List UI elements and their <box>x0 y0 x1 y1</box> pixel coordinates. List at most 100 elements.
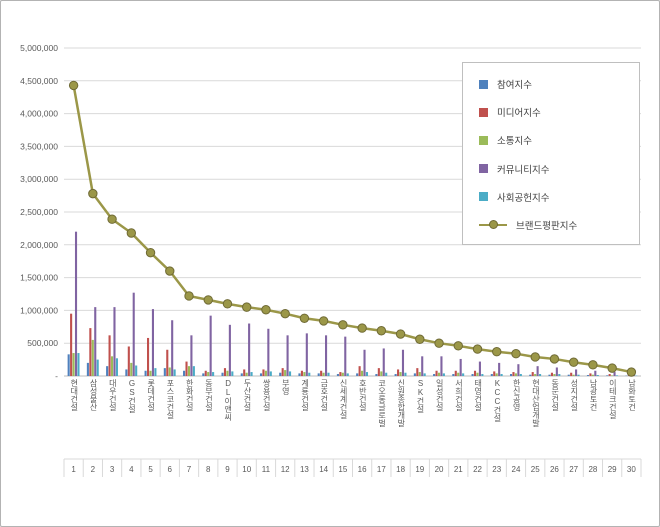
y-tick-label: 3,500,000 <box>20 141 58 151</box>
y-tick-label: 500,000 <box>27 338 58 348</box>
line-marker <box>222 299 233 309</box>
bar-1 <box>223 368 227 376</box>
bar-1 <box>185 361 188 376</box>
bar-1 <box>339 372 342 376</box>
bar-1 <box>262 369 265 376</box>
line-marker <box>261 305 271 315</box>
line-marker <box>280 308 290 319</box>
bar-2 <box>495 373 498 376</box>
line-marker <box>165 266 175 276</box>
legend-label: 사회공헌지수 <box>497 192 550 204</box>
y-tick-label: 1,500,000 <box>20 273 58 283</box>
line-marker <box>357 323 367 333</box>
bar-4 <box>462 373 465 376</box>
bar-1 <box>570 372 573 376</box>
bar-3 <box>286 335 289 376</box>
bar-2 <box>149 370 152 376</box>
x-rank-label: 4 <box>129 465 134 474</box>
bar-3 <box>248 323 251 376</box>
line-marker <box>549 354 560 364</box>
line-marker <box>338 320 348 330</box>
social-swatch-icon <box>479 192 488 202</box>
bar-2 <box>91 339 94 376</box>
bar-0 <box>356 373 359 376</box>
bar-4 <box>423 373 426 376</box>
x-rank-label: 23 <box>492 465 501 474</box>
bar-2 <box>611 375 614 376</box>
bar-4 <box>346 373 349 376</box>
bar-3 <box>74 231 78 376</box>
bar-2 <box>476 372 479 376</box>
bar-2 <box>168 367 171 376</box>
bar-2 <box>361 370 364 376</box>
x-rank-label: 30 <box>627 465 636 474</box>
bar-4 <box>269 371 272 376</box>
line-marker <box>530 352 540 362</box>
x-rank-label: 28 <box>588 465 597 474</box>
bar-1 <box>589 373 592 376</box>
bar-4 <box>154 368 157 376</box>
bar-4 <box>212 372 215 376</box>
legend-label: 참여지수 <box>497 80 532 91</box>
bar-4 <box>77 353 80 376</box>
bar-1 <box>377 368 380 376</box>
line-marker <box>626 367 637 377</box>
bar-4 <box>173 369 176 376</box>
bar-3 <box>363 349 366 376</box>
participation-swatch-icon <box>479 79 488 89</box>
bar-3 <box>613 372 616 376</box>
bar-1 <box>300 370 303 376</box>
bar-0 <box>279 372 282 376</box>
bar-4 <box>365 372 369 376</box>
line-marker <box>242 302 252 312</box>
bar-0 <box>259 373 263 376</box>
bar-4 <box>192 366 195 376</box>
line-marker <box>203 295 213 305</box>
brand-index-line-swatch-icon <box>479 219 507 230</box>
bar-2 <box>226 370 229 376</box>
bar-1 <box>473 370 477 376</box>
bar-2 <box>553 374 556 376</box>
x-rank-label: 7 <box>187 465 192 474</box>
bar-0 <box>452 374 455 376</box>
y-tick-label: 1,000,000 <box>20 305 58 315</box>
bar-4 <box>135 365 138 376</box>
bar-3 <box>325 335 328 376</box>
x-rank-label: 26 <box>550 465 559 474</box>
bar-0 <box>163 368 166 376</box>
bar-4 <box>519 374 522 376</box>
x-rank-label: 2 <box>91 465 96 474</box>
bar-4 <box>385 372 388 376</box>
bar-2 <box>245 372 248 376</box>
bar-2 <box>322 372 325 376</box>
legend-item-community: 커뮤니티지수 <box>479 156 633 182</box>
bar-4 <box>96 359 99 376</box>
bar-0 <box>336 374 339 376</box>
line-marker <box>415 334 425 344</box>
bar-4 <box>500 374 503 376</box>
bar-1 <box>416 368 419 376</box>
x-rank-label: 24 <box>512 465 521 474</box>
bar-1 <box>531 372 534 376</box>
bar-0 <box>433 374 436 376</box>
bar-3 <box>594 370 597 376</box>
bar-3 <box>151 309 154 376</box>
line-marker <box>376 326 387 336</box>
bar-1 <box>204 370 207 376</box>
bar-0 <box>86 362 89 376</box>
x-rank-label: 21 <box>454 465 463 474</box>
bar-2 <box>418 372 421 376</box>
line-marker <box>88 188 98 199</box>
bar-4 <box>115 358 118 376</box>
x-rank-label: 27 <box>569 465 578 474</box>
bar-1 <box>320 370 323 376</box>
bar-1 <box>166 349 169 376</box>
bar-4 <box>231 371 234 376</box>
bar-3 <box>209 315 212 376</box>
bar-2 <box>437 372 441 376</box>
x-rank-label: 13 <box>300 465 309 474</box>
bar-1 <box>435 370 438 376</box>
bar-2 <box>514 373 517 376</box>
bar-3 <box>421 356 424 376</box>
x-rank-label: 3 <box>110 465 115 474</box>
